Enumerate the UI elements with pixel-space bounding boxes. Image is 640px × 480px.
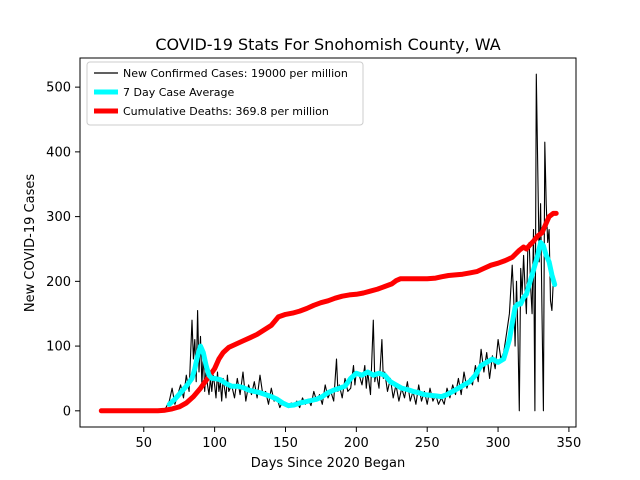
y-tick-label: 300 [46,210,71,225]
y-tick-label: 200 [46,275,71,290]
y-axis-label: New COVID-19 Cases [23,174,38,312]
y-tick-label: 400 [46,145,71,160]
x-tick-label: 150 [273,436,298,451]
y-tick-label: 500 [46,81,71,96]
legend: New Confirmed Cases: 19000 per million 7… [86,61,364,126]
legend-box [86,61,364,126]
x-tick-label: 200 [344,436,369,451]
x-tick-label: 250 [415,436,440,451]
legend-label-7day-average: 7 Day Case Average [123,86,235,99]
series-line-2 [98,210,559,414]
plot-frame [79,57,577,428]
plot-area [98,73,559,414]
axes: 50 100 150 200 250 300 350 0 100 200 300 400 500 [46,57,582,451]
y-tick-label: 100 [46,340,71,355]
legend-label-new-cases: New Confirmed Cases: 19000 per million [123,67,348,80]
chart-title: COVID-19 Stats For Snohomish County, WA [155,35,500,54]
legend-label-cumulative-deaths: Cumulative Deaths: 369.8 per million [123,105,329,118]
x-tick-label: 350 [557,436,582,451]
x-tick-label: 300 [486,436,511,451]
x-tick-label: 50 [135,436,152,451]
x-tick-label: 100 [202,436,227,451]
x-axis-label: Days Since 2020 Began [251,456,406,471]
y-tick-label: 0 [63,404,71,419]
series-line-1 [166,240,558,409]
